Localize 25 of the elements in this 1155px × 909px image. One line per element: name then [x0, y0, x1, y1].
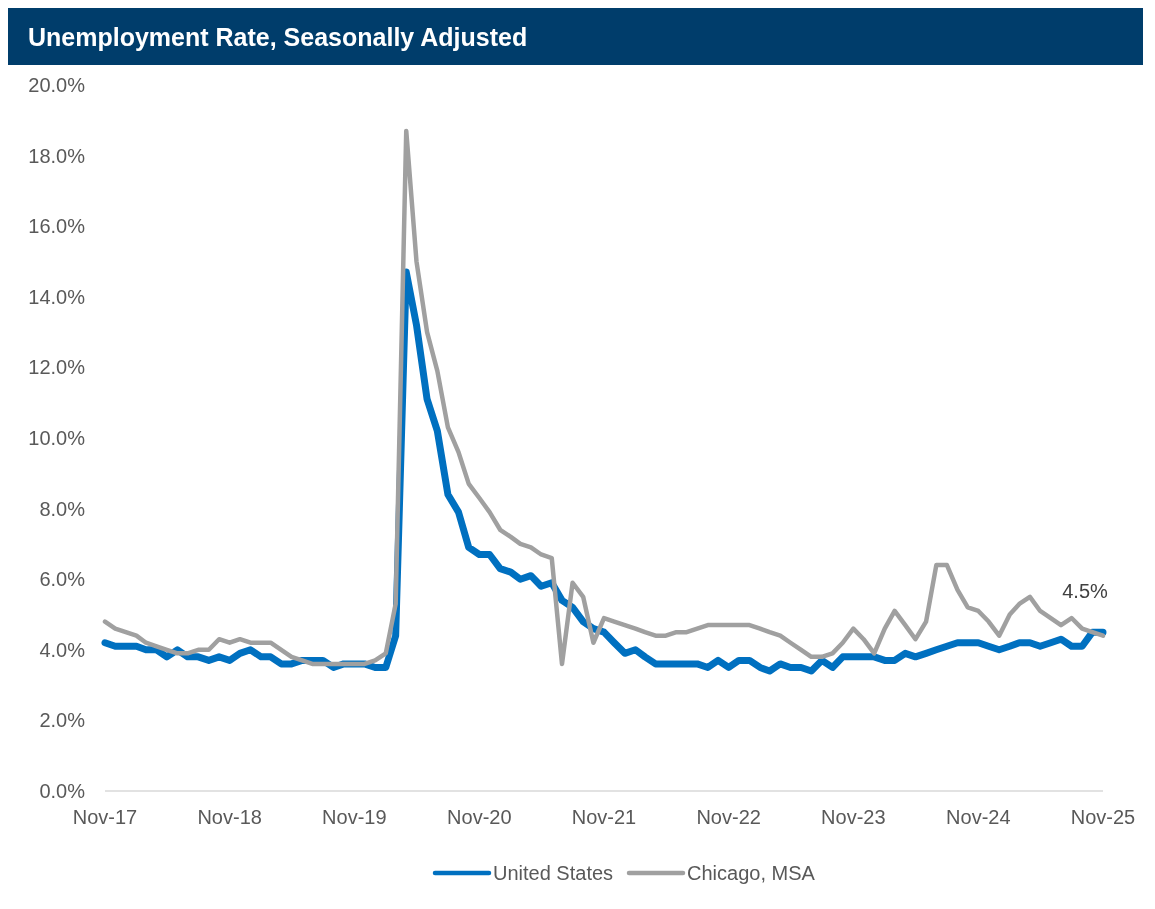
- y-tick-label: 4.0%: [39, 638, 86, 661]
- y-tick-label: 18.0%: [28, 144, 86, 167]
- x-tick-label: Nov-23: [821, 806, 886, 828]
- x-tick-label: Nov-24: [946, 806, 1011, 828]
- y-tick-label: 8.0%: [39, 497, 86, 520]
- annotation: 4.5%: [1062, 580, 1109, 603]
- y-tick-label: 20.0%: [28, 74, 86, 96]
- x-tick-label: Nov-22: [696, 806, 761, 828]
- chart-title: Unemployment Rate, Seasonally Adjusted: [28, 23, 528, 51]
- y-tick-label: 14.0%: [28, 285, 86, 308]
- y-tick-label: 0.0%: [39, 780, 86, 802]
- x-tick-label: Nov-20: [447, 806, 512, 828]
- x-tick-label: Nov-19: [322, 806, 387, 828]
- y-tick-label: 12.0%: [28, 356, 86, 379]
- y-tick-label: 10.0%: [28, 427, 86, 449]
- legend-label: Chicago, MSA: [687, 862, 816, 884]
- x-tick-label: Nov-17: [72, 806, 138, 828]
- y-tick-label: 16.0%: [28, 215, 86, 238]
- x-tick-label: Nov-21: [571, 806, 637, 828]
- line-series: [102, 128, 1106, 667]
- x-tick-label: Nov-18: [197, 806, 262, 828]
- y-tick-label: 6.0%: [39, 568, 86, 591]
- y-tick-label: 2.0%: [39, 709, 86, 732]
- legend-label: United States: [493, 862, 614, 884]
- x-tick-label: Nov-25: [1070, 806, 1136, 828]
